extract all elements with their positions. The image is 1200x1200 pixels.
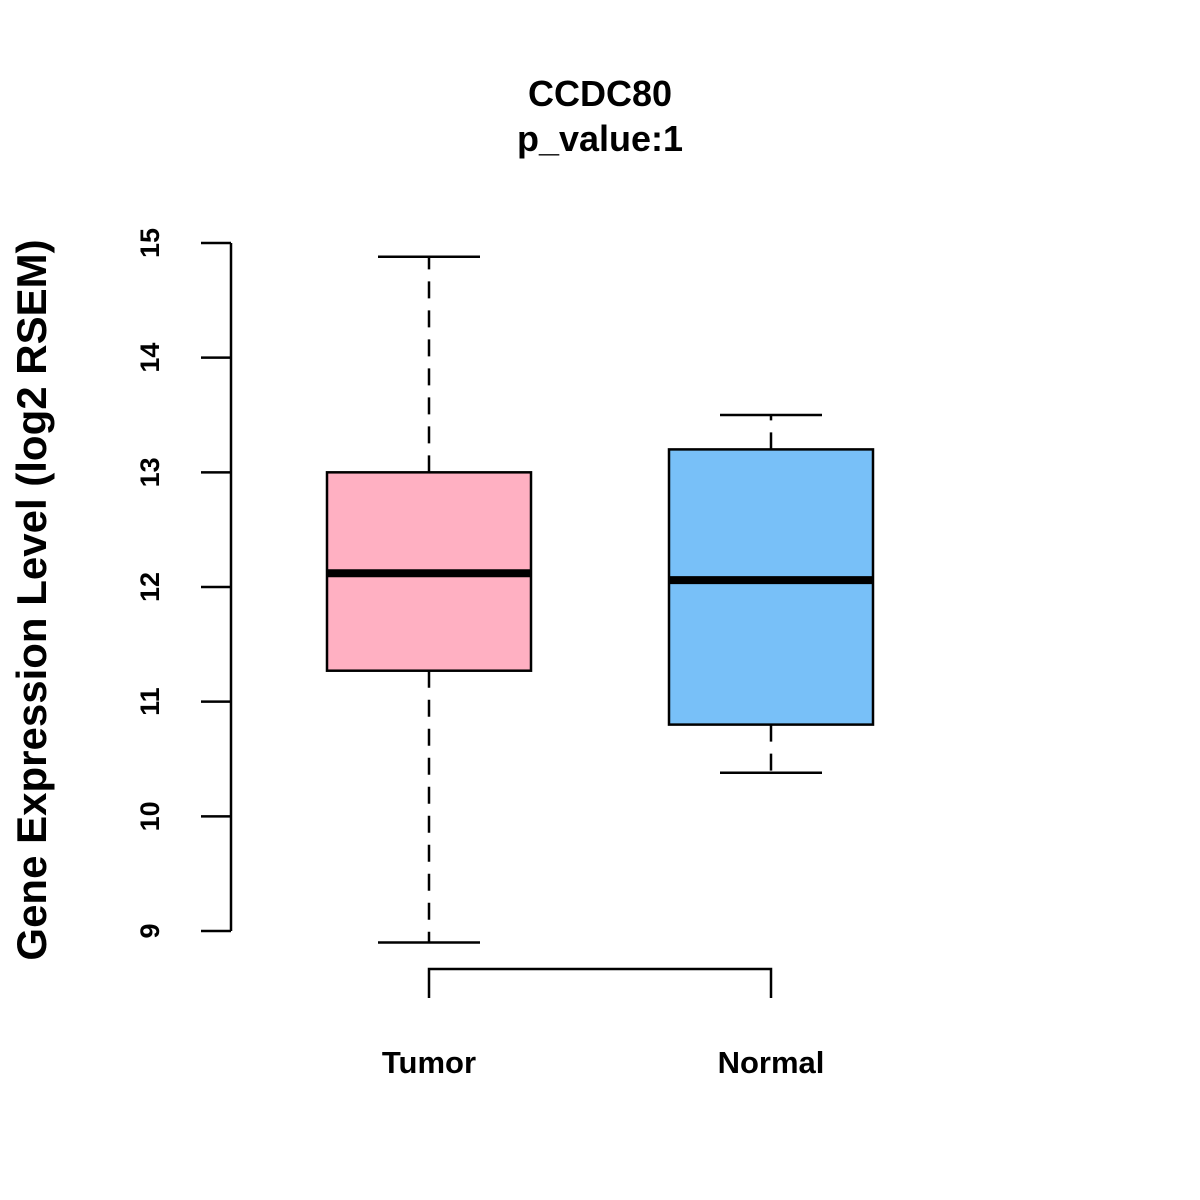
- y-axis-label: Gene Expression Level (log2 RSEM): [8, 239, 55, 960]
- boxes: [325, 255, 875, 944]
- y-tick-label: 12: [135, 572, 165, 602]
- chart-title: CCDC80: [528, 73, 672, 114]
- iqr-box: [667, 448, 875, 726]
- y-tick-label: 10: [135, 801, 165, 831]
- x-axis-bracket: [427, 967, 773, 998]
- y-tick-label: 9: [135, 923, 165, 938]
- x-axis: Tumor Normal: [382, 967, 824, 1080]
- chart-subtitle: p_value:1: [517, 118, 683, 159]
- x-category-label: Normal: [718, 1045, 825, 1080]
- box-normal: [667, 413, 875, 775]
- y-tick-label: 13: [135, 457, 165, 487]
- y-tick-label: 14: [135, 343, 165, 373]
- y-ticks: 9 10 11 12 13 14 15: [135, 228, 231, 939]
- x-categories: Tumor Normal: [382, 1045, 824, 1080]
- x-category-label: Tumor: [382, 1045, 476, 1080]
- y-axis: 9 10 11 12 13 14 15: [135, 228, 233, 939]
- y-tick-label: 15: [135, 228, 165, 258]
- box-tumor: [325, 255, 533, 944]
- y-tick-label: 11: [135, 687, 165, 716]
